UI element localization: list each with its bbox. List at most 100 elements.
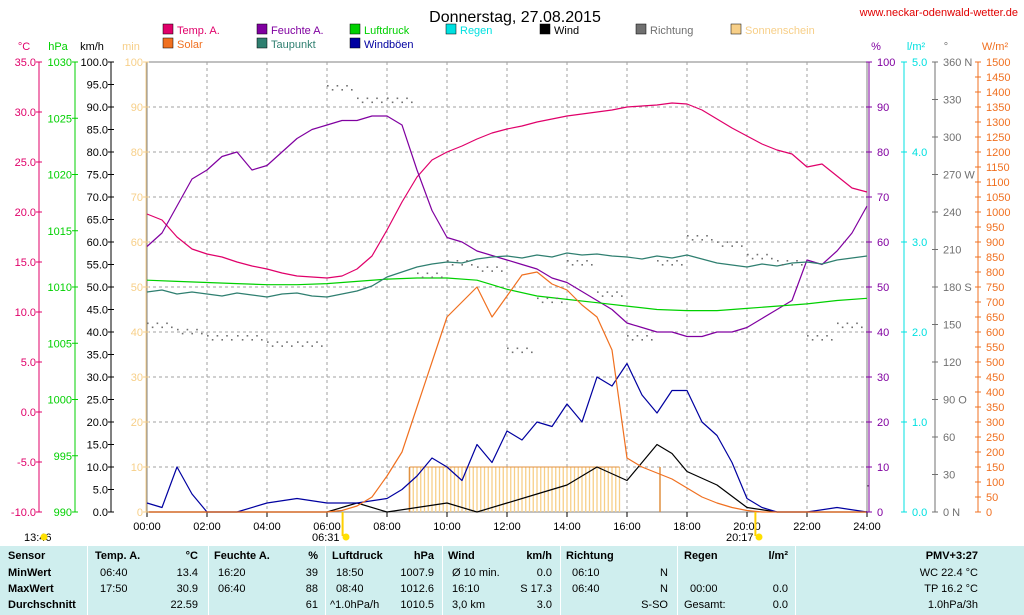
axis-label-wind: 75.0 bbox=[87, 170, 108, 182]
axis-label-temp: 30.0 bbox=[15, 107, 36, 119]
statistics-table: Sensor Temp. A. °C Feuchte A. % Luftdruc… bbox=[0, 546, 1024, 615]
axis-label-rain: 5.0 bbox=[912, 57, 927, 69]
direction-point bbox=[276, 341, 279, 343]
direction-point bbox=[251, 339, 253, 341]
series-line-solar bbox=[147, 271, 867, 513]
axis-label-humidity: 20 bbox=[877, 417, 889, 429]
axis-label-wind: 15.0 bbox=[87, 440, 108, 452]
axis-label-temp: -10.0 bbox=[11, 507, 36, 519]
direction-point bbox=[766, 253, 768, 256]
axis-unit-temp: °C bbox=[18, 41, 30, 53]
axis-label-wind: 65.0 bbox=[87, 215, 108, 227]
cell-richtung-time: 06:10 bbox=[572, 567, 600, 579]
chart-title: Donnerstag, 27.08.2015 bbox=[429, 9, 601, 26]
axis-label-wind: 60.0 bbox=[87, 237, 108, 249]
direction-point bbox=[747, 253, 749, 256]
axis-unit-pressure: hPa bbox=[48, 41, 68, 53]
x-tick-label: 08:00 bbox=[373, 521, 401, 533]
direction-point bbox=[761, 257, 763, 260]
direction-point bbox=[301, 345, 304, 347]
legend-swatch-temp bbox=[162, 23, 174, 35]
legend-swatch-feuchte bbox=[256, 23, 268, 35]
axis-label-direction: 300 bbox=[943, 132, 961, 144]
legend-swatch-windboeen bbox=[349, 37, 361, 49]
axis-label-solar: 950 bbox=[986, 222, 1004, 234]
series-line-luftdruck bbox=[146, 277, 868, 312]
cell-temp-val: 22.59 bbox=[170, 599, 198, 611]
axis-label-solar: 1250 bbox=[986, 132, 1010, 144]
header-regen: Regen bbox=[684, 550, 718, 562]
legend-label-taupunkt: Taupunkt bbox=[271, 39, 316, 51]
direction-point bbox=[567, 260, 569, 262]
header-regen-unit: l/m² bbox=[768, 550, 788, 562]
direction-point bbox=[211, 339, 214, 341]
axis-label-temp: 15.0 bbox=[15, 257, 36, 269]
direction-point bbox=[481, 270, 484, 272]
direction-point bbox=[327, 85, 329, 87]
axis-label-wind: 55.0 bbox=[87, 260, 108, 272]
axis-label-solar: 1000 bbox=[986, 207, 1010, 219]
axis-label-direction: 210 bbox=[943, 245, 961, 257]
axis-label-rain: 1.0 bbox=[912, 417, 927, 429]
axis-label-wind: 5.0 bbox=[93, 485, 108, 497]
sunset-sun-icon bbox=[755, 533, 763, 541]
cell-luftdruck-val: 1007.9 bbox=[400, 567, 434, 579]
direction-point bbox=[477, 266, 479, 268]
axis-label-temp: 20.0 bbox=[15, 207, 36, 219]
legend-swatch-richtung bbox=[635, 23, 647, 35]
x-tick-label: 02:00 bbox=[193, 521, 221, 533]
direction-point bbox=[181, 332, 184, 335]
direction-point bbox=[166, 322, 168, 325]
series-line-windboeen bbox=[146, 362, 868, 513]
direction-point bbox=[456, 260, 459, 262]
direction-point bbox=[186, 328, 189, 331]
direction-point bbox=[311, 345, 313, 347]
axis-unit-solar: W/m² bbox=[982, 41, 1009, 53]
header-feuchte: Feuchte A. bbox=[214, 550, 270, 562]
direction-point bbox=[511, 351, 514, 354]
cell-extra: TP 16.2 °C bbox=[924, 583, 978, 595]
cell-feuchte-time: 06:40 bbox=[218, 583, 246, 595]
direction-point bbox=[687, 235, 689, 237]
direction-point bbox=[237, 335, 239, 337]
axis-label-wind: 80.0 bbox=[87, 147, 108, 159]
direction-point bbox=[451, 264, 454, 266]
cell-luftdruck-val: 1010.5 bbox=[400, 599, 434, 611]
x-tick-label: 18:00 bbox=[673, 521, 701, 533]
direction-point bbox=[786, 260, 789, 262]
cell-wind-info: 3,0 km bbox=[452, 599, 486, 611]
axis-label-pressure: 1005 bbox=[48, 338, 72, 350]
direction-point bbox=[851, 326, 853, 329]
direction-point bbox=[571, 264, 574, 266]
direction-point bbox=[361, 101, 364, 104]
axis-label-solar: 900 bbox=[986, 237, 1004, 249]
axis-label-direction: 360 N bbox=[943, 57, 972, 69]
axis-label-solar: 50 bbox=[986, 492, 998, 504]
legend-swatch-regen bbox=[445, 23, 457, 35]
direction-point bbox=[846, 322, 849, 325]
axis-label-solar: 550 bbox=[986, 342, 1004, 354]
x-tick-label: 04:00 bbox=[253, 521, 281, 533]
direction-point bbox=[741, 245, 743, 247]
header-luftdruck: Luftdruck bbox=[332, 550, 383, 562]
legend-label-sonnenschein: Sonnenschein bbox=[745, 25, 815, 37]
axis-label-rain: 3.0 bbox=[912, 237, 927, 249]
direction-point bbox=[621, 295, 623, 297]
direction-point bbox=[391, 101, 394, 104]
header-luftdruck-unit: hPa bbox=[413, 550, 434, 562]
axis-label-humidity: 80 bbox=[877, 147, 889, 159]
axis-label-solar: 0 bbox=[986, 507, 992, 519]
axis-label-solar: 800 bbox=[986, 267, 1004, 279]
axis-label-solar: 100 bbox=[986, 477, 1004, 489]
direction-point bbox=[351, 89, 353, 91]
cell-wind-info: Ø 10 min. bbox=[452, 567, 500, 579]
direction-point bbox=[366, 97, 369, 100]
direction-point bbox=[676, 260, 678, 262]
direction-point bbox=[591, 264, 593, 266]
direction-point bbox=[606, 291, 609, 293]
direction-point bbox=[576, 260, 579, 262]
x-tick-label: 00:00 bbox=[133, 521, 161, 533]
direction-point bbox=[736, 241, 738, 243]
direction-point bbox=[551, 301, 553, 304]
axis-label-humidity: 40 bbox=[877, 327, 889, 339]
